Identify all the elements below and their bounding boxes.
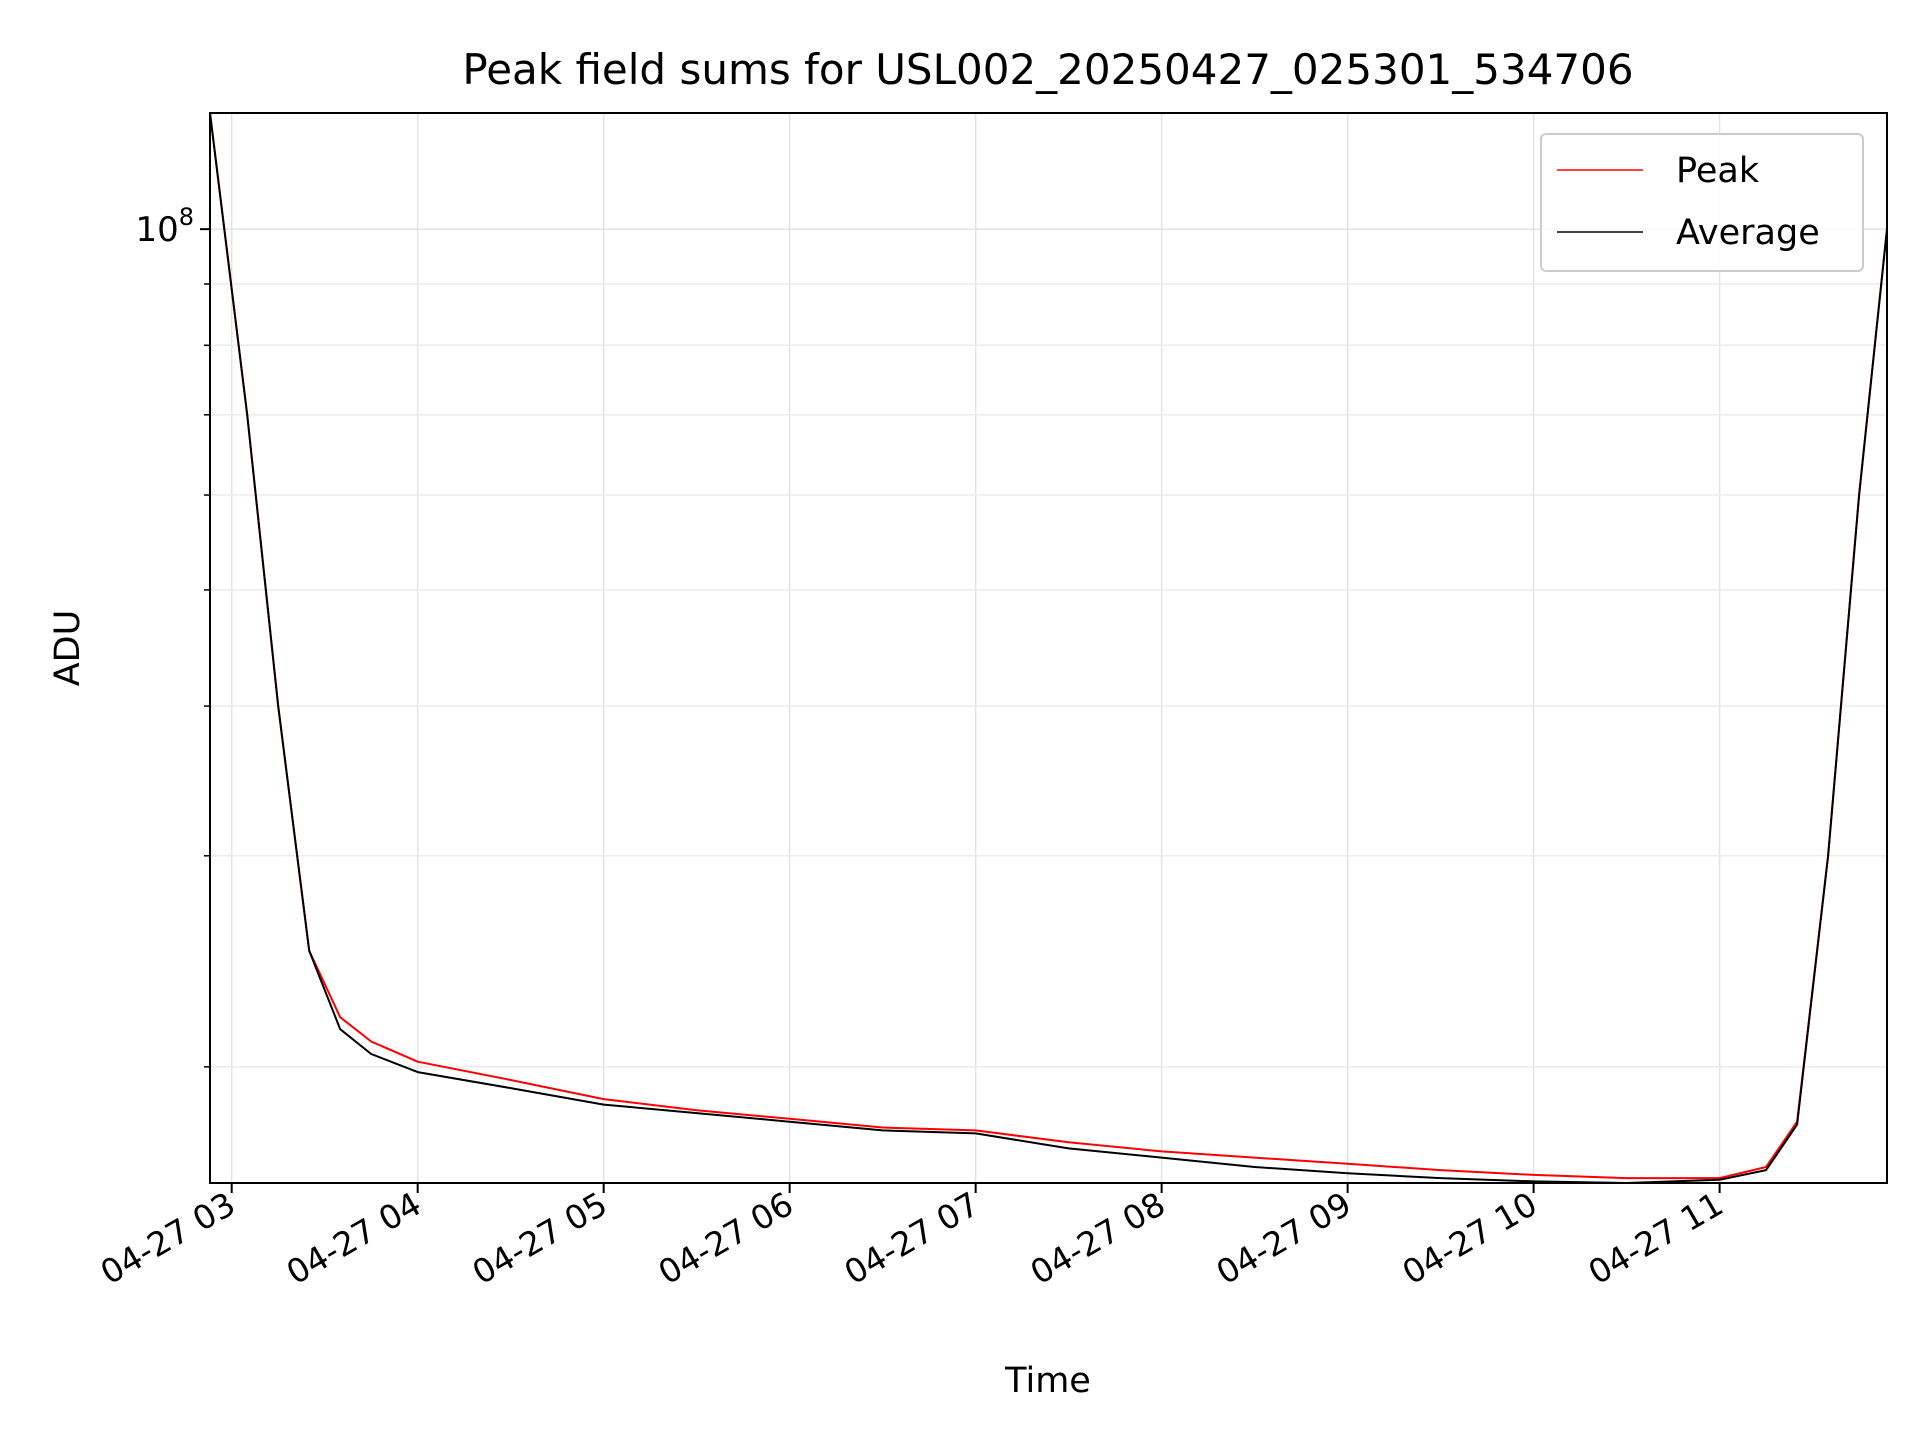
y-tick-label-exponent: 8: [179, 203, 194, 231]
legend-box: [1540, 133, 1864, 272]
series-lines: [209, 112, 1888, 1184]
series-line-average: [209, 112, 1888, 1184]
legend-peak-label: Peak: [1676, 151, 1760, 191]
chart-title: Peak field sums for USL002_20250427_0253…: [462, 45, 1633, 94]
series-line-peak: [209, 112, 1888, 1180]
legend-average-label: Average: [1676, 213, 1820, 253]
x-axis-label: Time: [1004, 1361, 1091, 1401]
grid-lines: [210, 113, 1887, 1183]
legend[interactable]: Peak Average: [1540, 133, 1864, 272]
y-axis-label: ADU: [48, 610, 88, 687]
y-tick-label: 108: [135, 203, 194, 250]
y-tick-label-base: 10: [135, 210, 178, 250]
y-axis: 108: [135, 203, 210, 1068]
plot-frame: [209, 112, 1888, 1184]
